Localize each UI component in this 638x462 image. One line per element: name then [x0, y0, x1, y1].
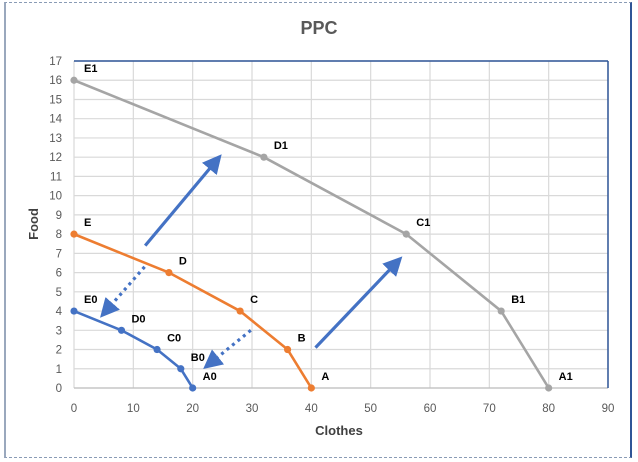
- chart-title: PPC: [300, 18, 337, 38]
- data-point: [307, 384, 315, 392]
- point-label: B1: [511, 294, 525, 306]
- dotted-arrow-icon: [100, 265, 146, 318]
- point-label: A0: [203, 371, 217, 383]
- y-tick-label: 9: [56, 210, 62, 222]
- plot-area-border: [74, 61, 608, 388]
- data-point: [70, 76, 78, 84]
- y-tick-label: 13: [49, 133, 62, 145]
- point-label: E1: [84, 63, 97, 75]
- data-point: [117, 326, 126, 334]
- series-lines: [70, 76, 553, 392]
- point-label: E: [84, 217, 91, 229]
- x-tick-label: 90: [602, 403, 615, 415]
- y-tick-label: 4: [56, 306, 63, 318]
- point-label: A1: [559, 371, 573, 383]
- shift-arrows: [100, 154, 403, 369]
- y-tick-label: 17: [49, 56, 62, 68]
- point-label: D1: [274, 140, 288, 152]
- point-label: B0: [191, 352, 205, 364]
- data-point: [189, 384, 197, 392]
- data-point: [402, 230, 410, 238]
- dotted-arrow-icon: [203, 329, 252, 369]
- x-tick-label: 0: [71, 403, 77, 415]
- y-tick-label: 15: [49, 94, 62, 106]
- y-tick-label: 12: [49, 152, 62, 164]
- y-tick-label: 2: [56, 345, 62, 357]
- data-point: [236, 307, 244, 315]
- chart-frame: [4, 2, 632, 458]
- point-label: C: [250, 294, 258, 306]
- x-tick-label: 80: [542, 403, 555, 415]
- solid-arrow-icon: [143, 154, 222, 247]
- data-point: [70, 307, 78, 315]
- x-tick-label: 30: [246, 403, 259, 415]
- data-point: [153, 345, 161, 354]
- y-tick-label: 5: [56, 287, 62, 299]
- data-point: [70, 230, 78, 238]
- point-label: C0: [167, 333, 181, 345]
- point-label: A: [321, 371, 329, 383]
- y-tick-label: 3: [56, 325, 62, 337]
- point-labels: E0 D0 C0 B0 A0 E D C B A E1 D1 C1 B1 A1: [84, 63, 573, 383]
- y-tick-label: 11: [50, 171, 62, 183]
- x-tick-label: 40: [305, 403, 318, 415]
- point-label: D: [179, 256, 187, 268]
- point-label: E0: [84, 294, 97, 306]
- y-tick-label: 10: [49, 191, 62, 203]
- data-point: [497, 307, 505, 315]
- y-tick-label: 8: [56, 229, 62, 241]
- data-point: [260, 153, 268, 161]
- y-axis-title: Food: [26, 208, 41, 240]
- data-point: [284, 345, 292, 354]
- point-label: D0: [131, 313, 145, 325]
- y-tick-label: 7: [56, 248, 62, 260]
- data-point: [177, 365, 185, 373]
- y-tick-label: 6: [56, 268, 62, 280]
- point-label: B: [298, 333, 306, 345]
- x-tick-label: 10: [127, 403, 140, 415]
- y-tick-label: 14: [49, 114, 62, 126]
- x-tick-label: 50: [364, 403, 377, 415]
- y-tick-label: 1: [56, 364, 62, 376]
- y-tick-label: 0: [56, 383, 62, 395]
- x-tick-label: 60: [424, 403, 437, 415]
- y-tick-label: 16: [49, 75, 62, 87]
- x-tick-label: 70: [483, 403, 496, 415]
- x-axis-ticks: 0 10 20 30 40 50 60 70 80 90: [71, 403, 615, 415]
- solid-arrow-icon: [314, 256, 403, 349]
- point-label: C1: [416, 217, 430, 229]
- data-point: [165, 268, 173, 277]
- gridlines: [73, 60, 609, 389]
- x-tick-label: 20: [186, 403, 199, 415]
- x-axis-title: Clothes: [315, 423, 363, 438]
- data-point: [545, 384, 553, 392]
